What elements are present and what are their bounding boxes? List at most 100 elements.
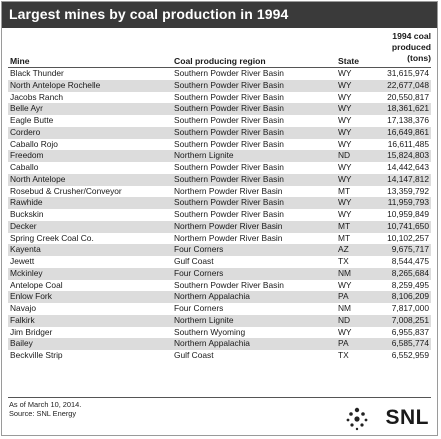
cell-production: 6,955,837: [391, 326, 429, 337]
cell-production: 14,442,643: [387, 162, 429, 172]
cell-region: Southern Powder River Basin: [174, 197, 284, 208]
cell-mine: Eagle Butte: [10, 115, 54, 125]
column-header-production-line3: (tons): [407, 53, 431, 63]
cell-region: Southern Powder River Basin: [174, 173, 284, 184]
cell-mine: Caballo: [10, 162, 39, 172]
cell-state: WY: [338, 68, 352, 78]
cell-state: WY: [338, 279, 352, 290]
column-header-production-line2: produced: [391, 42, 431, 52]
cell-production: 10,102,257: [387, 232, 429, 243]
cell-production: 17,138,376: [387, 115, 429, 125]
cell-state: WY: [338, 91, 352, 102]
cell-production: 6,552,959: [391, 350, 429, 360]
cell-production: 8,259,495: [391, 279, 429, 290]
cell-mine: North Antelope: [10, 173, 66, 184]
cell-production: 14,147,812: [387, 173, 429, 184]
footer-divider: [8, 397, 431, 398]
cell-production: 22,677,048: [387, 79, 429, 90]
cell-mine: Jim Bridger: [10, 326, 53, 337]
cell-state: WY: [338, 126, 352, 137]
cell-production: 16,611,485: [387, 138, 429, 149]
cell-region: Southern Powder River Basin: [174, 91, 284, 102]
cell-production: 15,824,803: [387, 150, 429, 161]
cell-region: Southern Powder River Basin: [174, 209, 284, 219]
footnote-source: Source: SNL Energy: [9, 409, 77, 418]
cell-state: PA: [338, 291, 349, 302]
table-row: Antelope Coal Southern Powder River Basin…: [8, 280, 431, 292]
cell-state: ND: [338, 314, 351, 325]
cell-region: Northern Appalachia: [174, 338, 250, 349]
table-row: Jewett Gulf Coast TX 8,544,475: [8, 256, 431, 268]
table-row: Buckskin Southern Powder River Basin WY 10,…: [8, 209, 431, 221]
cell-production: 10,741,650: [387, 220, 429, 231]
table-row: Spring Creek Coal Co. Northern Powder Riv…: [8, 233, 431, 245]
table-row: Beckville Strip Gulf Coast TX 6,552,959: [8, 350, 431, 362]
cell-mine: Caballo Rojo: [10, 138, 58, 149]
table-row: Freedom Northern Lignite ND 15,824,803: [8, 150, 431, 162]
cell-state: PA: [338, 338, 349, 349]
cell-mine: Rosebud & Crusher/Conveyor: [10, 185, 122, 196]
cell-state: WY: [338, 115, 352, 125]
snl-logo: SNL: [345, 405, 429, 433]
cell-region: Southern Powder River Basin: [174, 126, 284, 137]
table-row: Jacobs Ranch Southern Powder River Basin W…: [8, 92, 431, 104]
cell-mine: Mckinley: [10, 267, 43, 278]
cell-mine: Decker: [10, 220, 37, 231]
cell-mine: Bailey: [10, 338, 33, 349]
cell-mine: Navajo: [10, 303, 37, 313]
cell-production: 31,615,974: [387, 68, 429, 78]
table-row: Rawhide Southern Powder River Basin WY 11,9…: [8, 197, 431, 209]
cell-mine: Antelope Coal: [10, 279, 63, 290]
cell-region: Southern Powder River Basin: [174, 68, 284, 78]
cell-region: Southern Powder River Basin: [174, 162, 284, 172]
cell-mine: Belle Ayr: [10, 103, 43, 114]
column-header-production-line1: 1994 coal: [392, 31, 431, 41]
table-row: Jim Bridger Southern Wyoming WY 6,955,837: [8, 327, 431, 339]
cell-production: 7,008,251: [391, 314, 429, 325]
snl-dots-icon: [346, 407, 368, 431]
table-row: Belle Ayr Southern Powder River Basin WY 18…: [8, 103, 431, 115]
cell-production: 8,265,684: [391, 267, 429, 278]
column-header-production: 1994 coal produced (tons): [392, 31, 431, 64]
table-row: Caballo Rojo Southern Powder River Basin W…: [8, 139, 431, 151]
cell-production: 6,585,774: [391, 338, 429, 349]
cell-region: Gulf Coast: [174, 350, 214, 360]
cell-production: 9,675,717: [391, 244, 429, 255]
title-banner: Largest mines by coal production in 1994: [2, 2, 437, 28]
cell-mine: Spring Creek Coal Co.: [10, 232, 94, 243]
data-table: Black Thunder Southern Powder River Basin…: [8, 68, 431, 362]
cell-state: WY: [338, 79, 352, 90]
table-row: Black Thunder Southern Powder River Basin…: [8, 68, 431, 80]
footnote-date: As of March 10, 2014.: [9, 400, 82, 409]
table-row: Falkirk Northern Lignite ND 7,008,251: [8, 314, 431, 327]
page-title: Largest mines by coal production in 1994: [9, 6, 289, 22]
cell-production: 18,361,621: [387, 103, 429, 114]
column-header-mine: Mine: [10, 56, 30, 66]
cell-state: MT: [338, 220, 351, 231]
column-header-state: State: [338, 56, 360, 66]
cell-production: 16,649,861: [387, 126, 429, 137]
cell-mine: Kayenta: [10, 244, 41, 255]
cell-mine: Black Thunder: [10, 68, 64, 78]
cell-mine: Rawhide: [10, 197, 43, 208]
cell-production: 20,550,817: [387, 91, 429, 102]
cell-state: TX: [338, 256, 349, 266]
cell-mine: Falkirk: [10, 314, 35, 325]
cell-state: WY: [338, 209, 352, 219]
cell-region: Four Corners: [174, 303, 224, 313]
cell-region: Northern Appalachia: [174, 291, 250, 302]
cell-state: TX: [338, 350, 349, 360]
cell-state: WY: [338, 326, 352, 337]
cell-state: ND: [338, 150, 351, 161]
table-row: Decker Northern Powder River Basin MT 10,74…: [8, 220, 431, 233]
cell-mine: Enlow Fork: [10, 291, 52, 302]
cell-region: Southern Powder River Basin: [174, 279, 284, 290]
cell-state: MT: [338, 185, 351, 196]
cell-mine: Cordero: [10, 126, 41, 137]
table-row: Rosebud & Crusher/Conveyor Northern Powde…: [8, 186, 431, 198]
header-divider: [8, 67, 431, 68]
cell-region: Gulf Coast: [174, 256, 214, 266]
table-row: North Antelope Southern Powder River Basi…: [8, 173, 431, 186]
cell-production: 13,359,792: [387, 185, 429, 196]
